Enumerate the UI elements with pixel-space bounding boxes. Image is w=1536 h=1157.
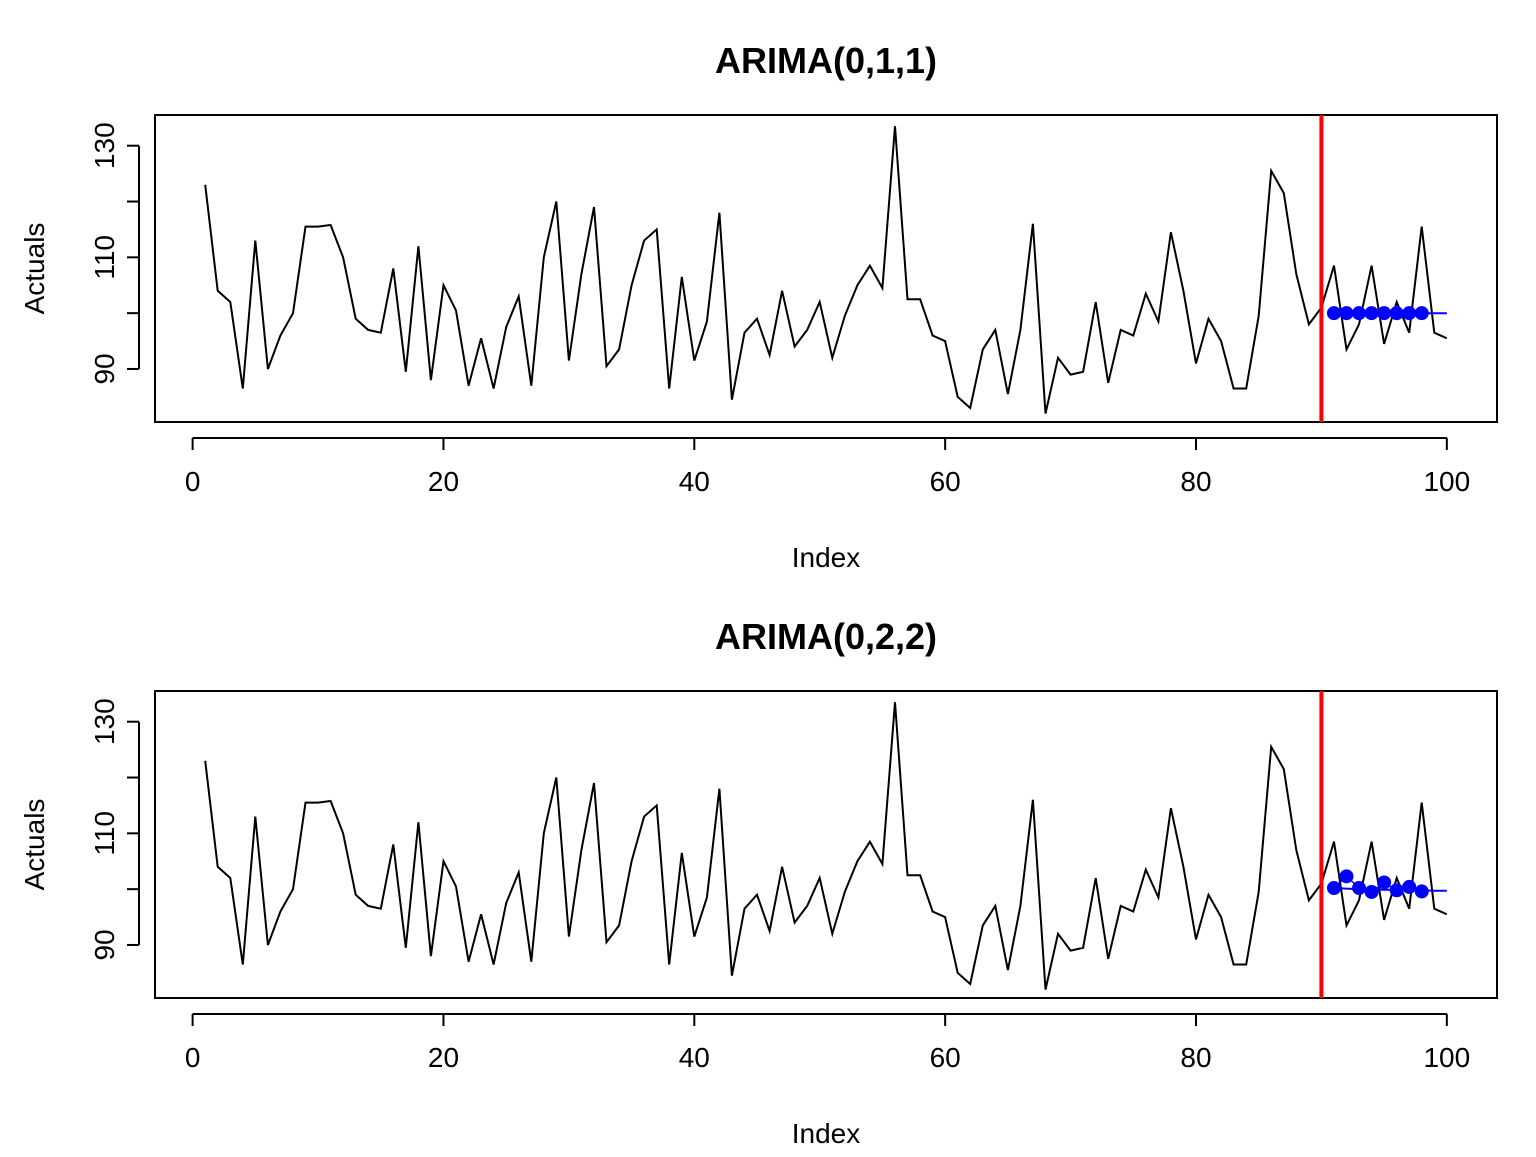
x-tick-label: 60 [930,1042,961,1073]
y-axis-label: Actuals [19,799,50,891]
forecast-point [1326,881,1341,896]
x-tick-label: 20 [428,1042,459,1073]
x-tick-label: 20 [428,466,459,497]
forecast-point [1352,881,1367,896]
forecast-point [1326,306,1341,321]
x-tick-label: 80 [1180,466,1211,497]
x-tick-label: 100 [1423,1042,1470,1073]
x-tick-label: 40 [679,1042,710,1073]
y-tick-label: 90 [89,929,120,960]
y-axis-label: Actuals [19,223,50,315]
chart-panel-2: ARIMA(0,2,2) 0 20 40 60 80 100 90 110 130 Index Act… [19,616,1498,1149]
x-tick-label: 0 [185,466,201,497]
forecast-point [1364,884,1379,899]
chart-title: ARIMA(0,1,1) [715,40,937,81]
x-tick-label: 40 [679,466,710,497]
y-tick-label: 130 [89,698,120,745]
plot-frame [154,114,1498,423]
plot-frame [154,690,1498,999]
chart-title: ARIMA(0,2,2) [715,616,937,657]
x-tick-label: 60 [930,466,961,497]
forecast-point [1414,884,1429,899]
chart-panel-1: ARIMA(0,1,1) 0 20 40 60 80 100 90 110 130 Index Act… [19,40,1498,573]
forecast-point [1377,875,1392,890]
forecast-point [1389,883,1404,898]
forecast-point [1402,306,1417,321]
x-axis-label: Index [792,1118,861,1149]
y-tick-label: 110 [89,235,120,280]
forecast-point [1389,306,1404,321]
x-axis-label: Index [792,542,861,573]
forecast-point [1339,306,1354,321]
forecast-point [1402,879,1417,894]
actuals-line [204,702,1448,990]
y-tick-label: 90 [89,353,120,384]
y-tick-label: 130 [89,122,120,169]
forecast-point [1339,869,1354,884]
forecast-point [1364,306,1379,321]
x-tick-label: 0 [185,1042,201,1073]
y-tick-label: 110 [89,811,120,856]
forecast-point [1377,306,1392,321]
forecast-point [1414,306,1429,321]
forecast-point [1352,306,1367,321]
x-tick-label: 100 [1423,466,1470,497]
actuals-line [204,126,1448,414]
x-tick-label: 80 [1180,1042,1211,1073]
